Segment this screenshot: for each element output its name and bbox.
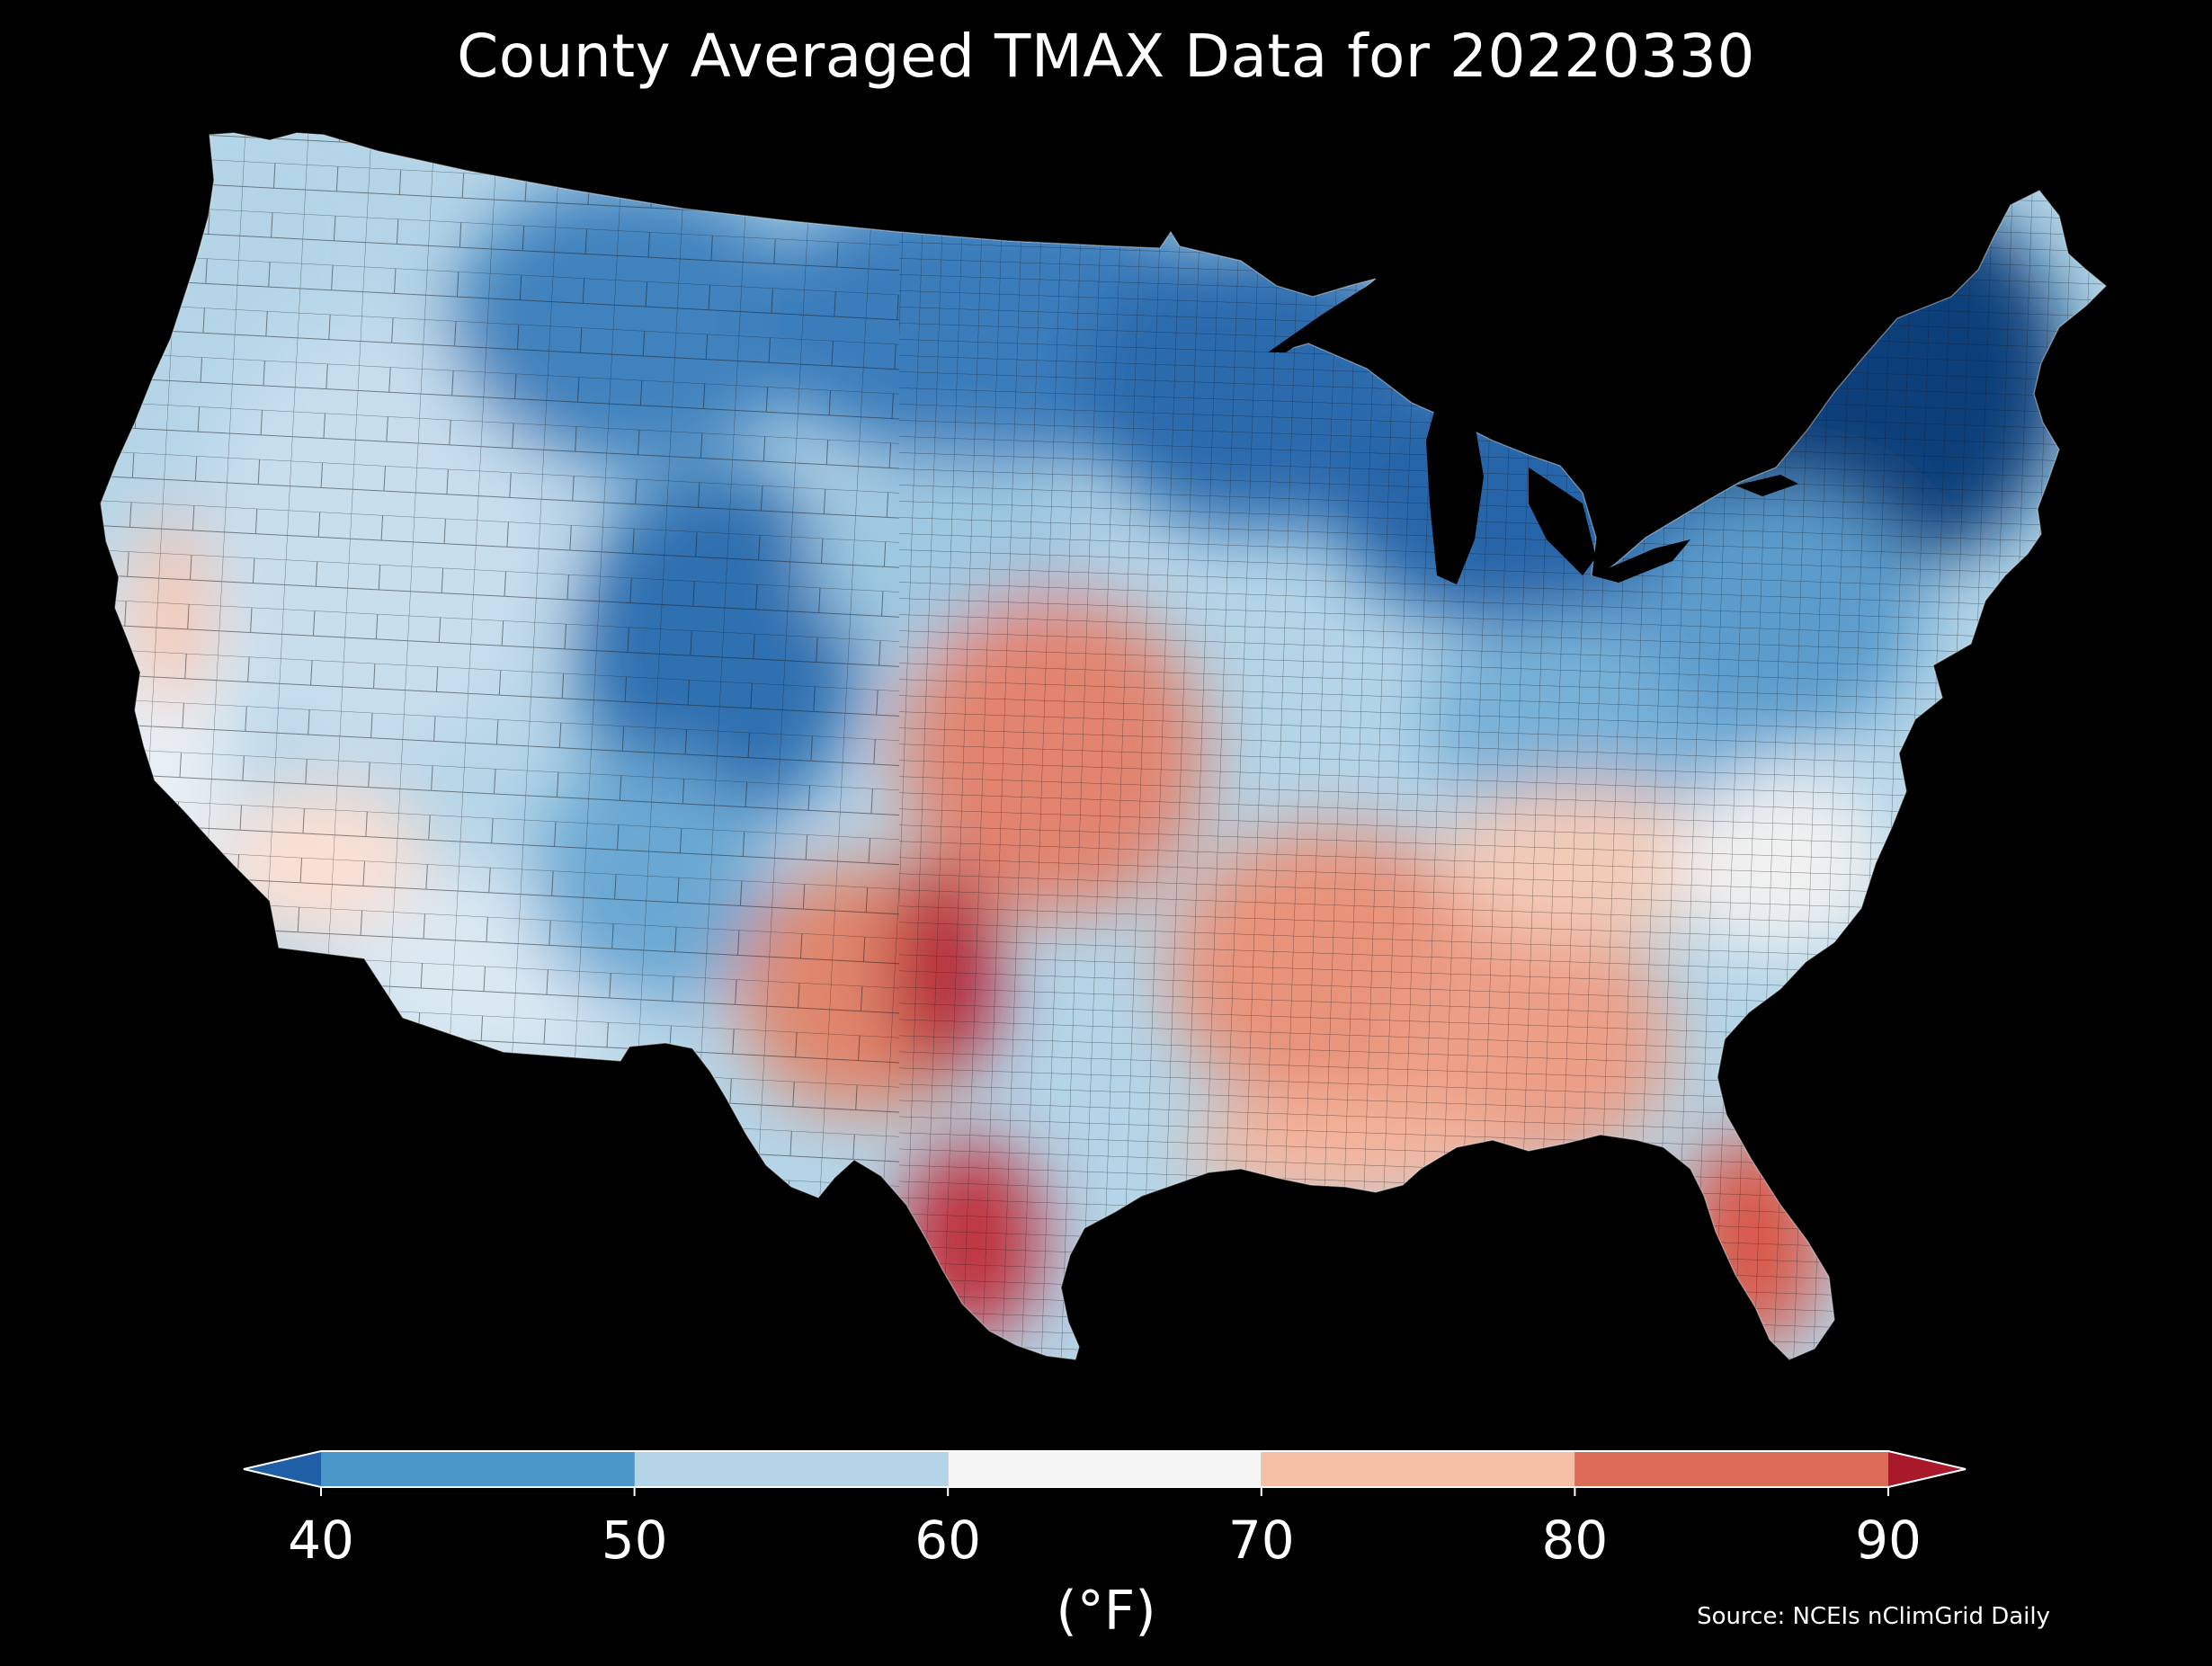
lake-erie xyxy=(1592,539,1690,583)
great-lakes xyxy=(1268,281,1798,584)
source-credit: Source: NCEIs nClimGrid Daily xyxy=(1697,1603,2050,1630)
lake-michigan xyxy=(1426,396,1484,584)
lake-superior xyxy=(1268,281,1376,352)
county-lines-west xyxy=(101,133,899,1359)
lake-huron xyxy=(1529,468,1596,575)
map-title: County Averaged TMAX Data for 20220330 xyxy=(457,22,1755,91)
county-lines-east xyxy=(899,133,2106,1359)
lake-ontario xyxy=(1735,475,1798,496)
